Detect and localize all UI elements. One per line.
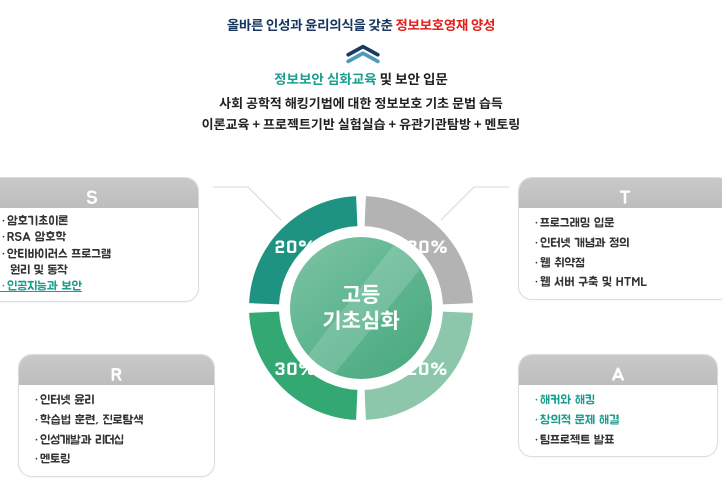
svg-text:30%: 30% [274,356,316,382]
svg-text:기초심화: 기초심화 [322,305,399,335]
svg-text:20%: 20% [406,356,448,382]
svg-text:20%: 20% [274,234,316,260]
svg-text:30%: 30% [406,234,448,260]
